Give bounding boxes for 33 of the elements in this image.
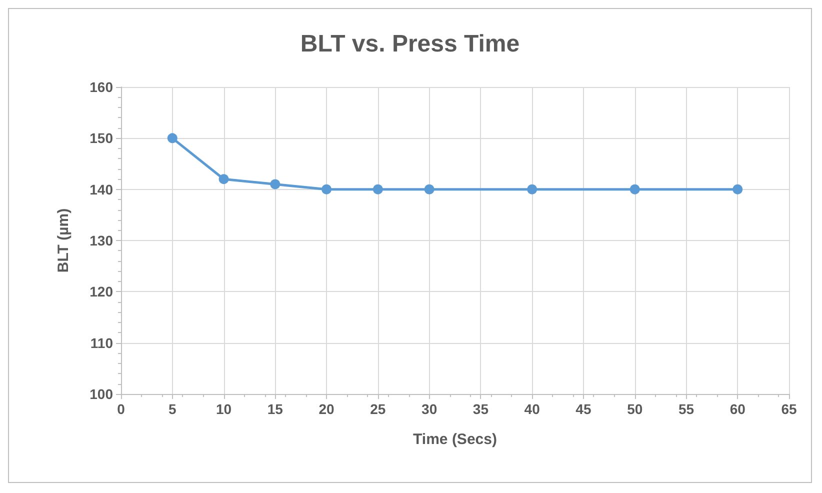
x-tick-label: 40	[524, 401, 540, 417]
point	[218, 174, 229, 184]
y-tick-label: 160	[90, 79, 114, 95]
x-tick-label: 20	[318, 401, 335, 417]
y-tick-label: 140	[90, 181, 114, 198]
point	[527, 184, 538, 194]
x-tick-label: 55	[678, 401, 694, 417]
x-tick-label: 5	[168, 401, 176, 417]
point	[732, 184, 743, 194]
x-tick-label: 10	[216, 401, 232, 417]
x-tick-label: 60	[730, 401, 746, 417]
y-tick-label: 100	[90, 386, 114, 402]
y-tick-label: 130	[90, 232, 114, 248]
x-tick-label: 15	[267, 401, 284, 417]
x-tick-label: 65	[781, 401, 797, 417]
x-tick-label: 35	[472, 401, 489, 417]
point	[322, 184, 332, 194]
point	[270, 179, 280, 190]
y-tick-label: 150	[90, 130, 114, 146]
point	[424, 184, 434, 194]
x-axis-title: Time (Secs)	[413, 431, 497, 448]
point	[630, 184, 640, 194]
point	[372, 184, 383, 194]
x-tick-label: 25	[370, 401, 386, 417]
point	[167, 133, 178, 144]
x-tick-label: 30	[422, 401, 438, 417]
x-tick-label: 0	[117, 401, 126, 417]
x-tick-label: 50	[627, 401, 643, 417]
chart-title: BLT vs. Press Time	[300, 30, 520, 58]
y-tick-label: 110	[90, 334, 114, 351]
y-tick-label: 120	[90, 284, 114, 300]
y-axis-title: BLT (µm)	[55, 208, 72, 273]
x-tick-label: 45	[576, 401, 592, 417]
